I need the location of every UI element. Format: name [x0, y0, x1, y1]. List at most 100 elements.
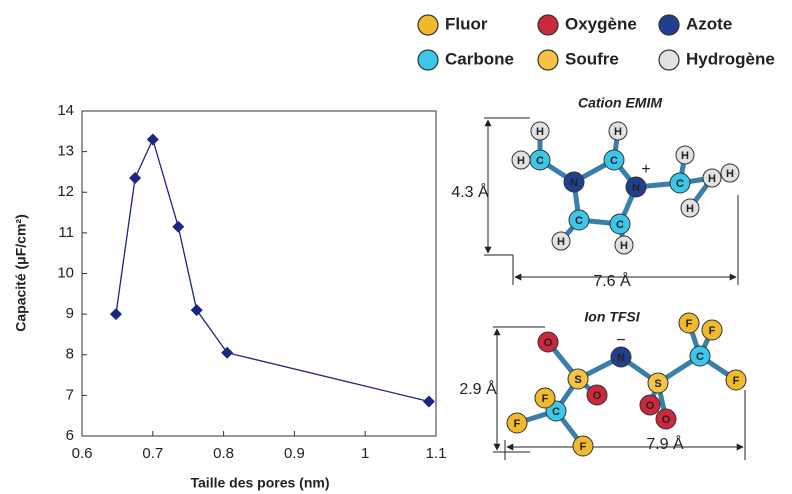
- x-tick-label: 0.7: [142, 445, 163, 462]
- atom: [568, 209, 590, 231]
- atom: [655, 408, 677, 430]
- atom: [506, 412, 528, 434]
- atom-label: F: [709, 325, 716, 337]
- atom: [725, 369, 747, 391]
- atom-label: C: [610, 155, 618, 167]
- atom: [675, 145, 695, 165]
- atom: [702, 168, 722, 188]
- atom: [639, 394, 661, 416]
- dimension-label: 2.9 Å: [459, 379, 497, 398]
- atom-label: H: [681, 150, 689, 162]
- legend-swatch: [417, 14, 439, 36]
- atom: [534, 387, 556, 409]
- atom: [720, 163, 740, 183]
- legend-label: Oxygène: [565, 14, 637, 33]
- charge: −: [616, 332, 625, 349]
- molecule-title: Cation EMIM: [578, 95, 662, 111]
- atom-label: N: [570, 177, 578, 189]
- x-tick-label: 1.1: [426, 445, 447, 462]
- y-tick-label: 10: [57, 264, 74, 281]
- legend-label: Carbone: [445, 49, 514, 68]
- y-tick-label: 9: [66, 305, 74, 322]
- atom: [689, 345, 711, 367]
- atom-label: H: [517, 155, 525, 167]
- atom: [680, 198, 700, 218]
- atom-label: H: [614, 126, 622, 138]
- plot-frame: [81, 110, 437, 437]
- atom-label: C: [536, 155, 544, 167]
- atom-label: O: [662, 414, 671, 426]
- atom-label: F: [686, 318, 693, 330]
- atom: [529, 149, 551, 171]
- dimension-label: 7.6 Å: [593, 271, 631, 290]
- atom-label: H: [536, 126, 544, 138]
- atom: [572, 435, 594, 457]
- molecule-title: Ion TFSI: [584, 309, 640, 325]
- data-point: [422, 395, 435, 408]
- y-tick-label: 11: [58, 224, 74, 241]
- dimension-label: 4.3 Å: [451, 182, 489, 201]
- atom-label: N: [617, 352, 625, 364]
- atom-label: C: [552, 406, 560, 418]
- atom-label: O: [544, 337, 553, 349]
- data-line: [115, 137, 430, 403]
- legend-swatch: [417, 49, 439, 71]
- atom: [563, 171, 585, 193]
- atom-label: O: [646, 400, 655, 412]
- y-tick-label: 12: [57, 183, 74, 200]
- atom-label: H: [726, 168, 734, 180]
- atom: [603, 149, 625, 171]
- data-point: [221, 346, 234, 359]
- atom: [647, 372, 669, 394]
- atom: [610, 346, 632, 368]
- x-tick-label: 1: [361, 445, 369, 462]
- atom-label: O: [593, 390, 602, 402]
- dimension-label: 7.9 Å: [646, 434, 684, 453]
- y-tick-label: 13: [57, 143, 74, 160]
- y-tick-label: 7: [66, 386, 74, 403]
- atom: [567, 368, 589, 390]
- legend-label: Azote: [686, 14, 732, 33]
- data-point: [129, 172, 142, 185]
- atom: [701, 319, 723, 341]
- x-tick-label: 0.6: [72, 445, 93, 462]
- atom: [614, 235, 634, 255]
- y-tick-label: 8: [66, 346, 74, 363]
- legend-swatch: [658, 49, 680, 71]
- legend-label: Fluor: [445, 14, 488, 33]
- atom-label: N: [632, 182, 640, 194]
- data-point: [109, 308, 122, 321]
- atom-label: F: [514, 418, 521, 430]
- atom: [537, 331, 559, 353]
- atom: [586, 384, 608, 406]
- atom: [678, 312, 700, 334]
- atom: [669, 172, 691, 194]
- x-tick-label: 0.8: [213, 445, 234, 462]
- atom-label: S: [574, 374, 581, 386]
- atom-label: F: [542, 393, 549, 405]
- legend-swatch: [537, 14, 559, 36]
- atom-label: C: [575, 215, 583, 227]
- atom-label: H: [620, 240, 628, 252]
- atom-label: H: [557, 236, 565, 248]
- atom: [530, 121, 550, 141]
- atom: [625, 176, 647, 198]
- y-tick-label: 6: [66, 427, 74, 444]
- atom-label: C: [676, 178, 684, 190]
- y-axis-title: Capacité (μF/cm²): [13, 214, 29, 331]
- atom-label: C: [616, 219, 624, 231]
- legend-swatch: [658, 14, 680, 36]
- atom: [551, 231, 571, 251]
- data-point: [190, 304, 203, 317]
- atom: [609, 213, 631, 235]
- dimension-lines: [484, 117, 746, 460]
- data-point: [146, 133, 159, 146]
- y-tick-label: 14: [57, 102, 74, 119]
- x-tick-label: 0.9: [284, 445, 305, 462]
- data-point: [172, 220, 185, 233]
- charge: +: [641, 161, 650, 178]
- atom-label: F: [580, 441, 587, 453]
- atom-label: S: [654, 378, 661, 390]
- atom-label: F: [733, 375, 740, 387]
